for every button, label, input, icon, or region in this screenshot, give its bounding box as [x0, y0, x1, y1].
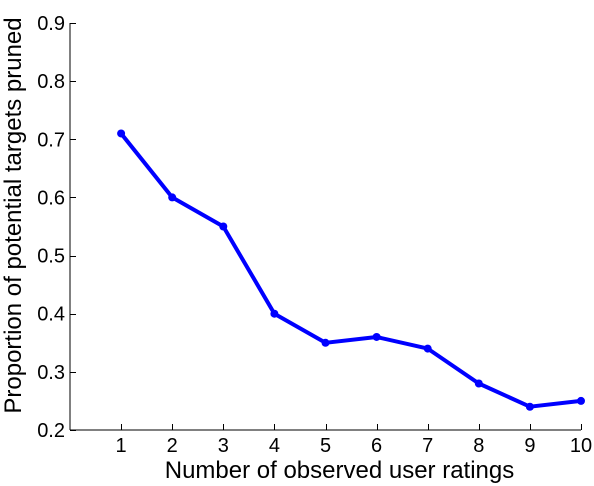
x-tick-label: 3	[218, 435, 229, 457]
y-tick-label: 0.6	[37, 187, 65, 209]
x-tick-label: 8	[473, 435, 484, 457]
y-tick-label: 0.9	[37, 13, 65, 35]
data-point	[577, 396, 585, 405]
x-tick-label: 7	[422, 435, 433, 457]
y-tick-label: 0.5	[37, 246, 65, 268]
data-point	[219, 222, 228, 231]
x-tick-label: 10	[570, 435, 592, 457]
data-point	[474, 379, 483, 388]
axes	[69, 23, 581, 431]
y-tick-label: 0.2	[37, 420, 65, 442]
data-point	[525, 402, 534, 411]
data-point	[423, 344, 432, 353]
series-line	[119, 131, 583, 409]
data-point	[372, 332, 381, 341]
x-tick-label: 1	[116, 435, 127, 457]
x-tick-label: 5	[320, 435, 331, 457]
series-layer	[117, 129, 585, 411]
x-tick-label: 4	[269, 435, 280, 457]
data-point	[270, 309, 279, 318]
ticks: 1 2 3 4 5 6 7 8 9 10 0.2 0.3 0.4 0.5 0.6 0.7 0.8 0.9	[37, 13, 592, 457]
data-point	[321, 338, 330, 347]
y-axis-label: Proportion of potential targets pruned	[0, 17, 27, 413]
x-axis-label: Number of observed user ratings	[165, 457, 515, 484]
x-tick-label: 6	[371, 435, 382, 457]
y-tick-label: 0.4	[37, 304, 65, 326]
y-tick-label: 0.7	[37, 129, 65, 151]
data-point	[168, 193, 177, 202]
x-tick-label: 9	[524, 435, 535, 457]
x-tick-label: 2	[167, 435, 178, 457]
y-tick-label: 0.8	[37, 71, 65, 93]
y-tick-label: 0.3	[37, 362, 65, 384]
data-point	[117, 129, 126, 138]
